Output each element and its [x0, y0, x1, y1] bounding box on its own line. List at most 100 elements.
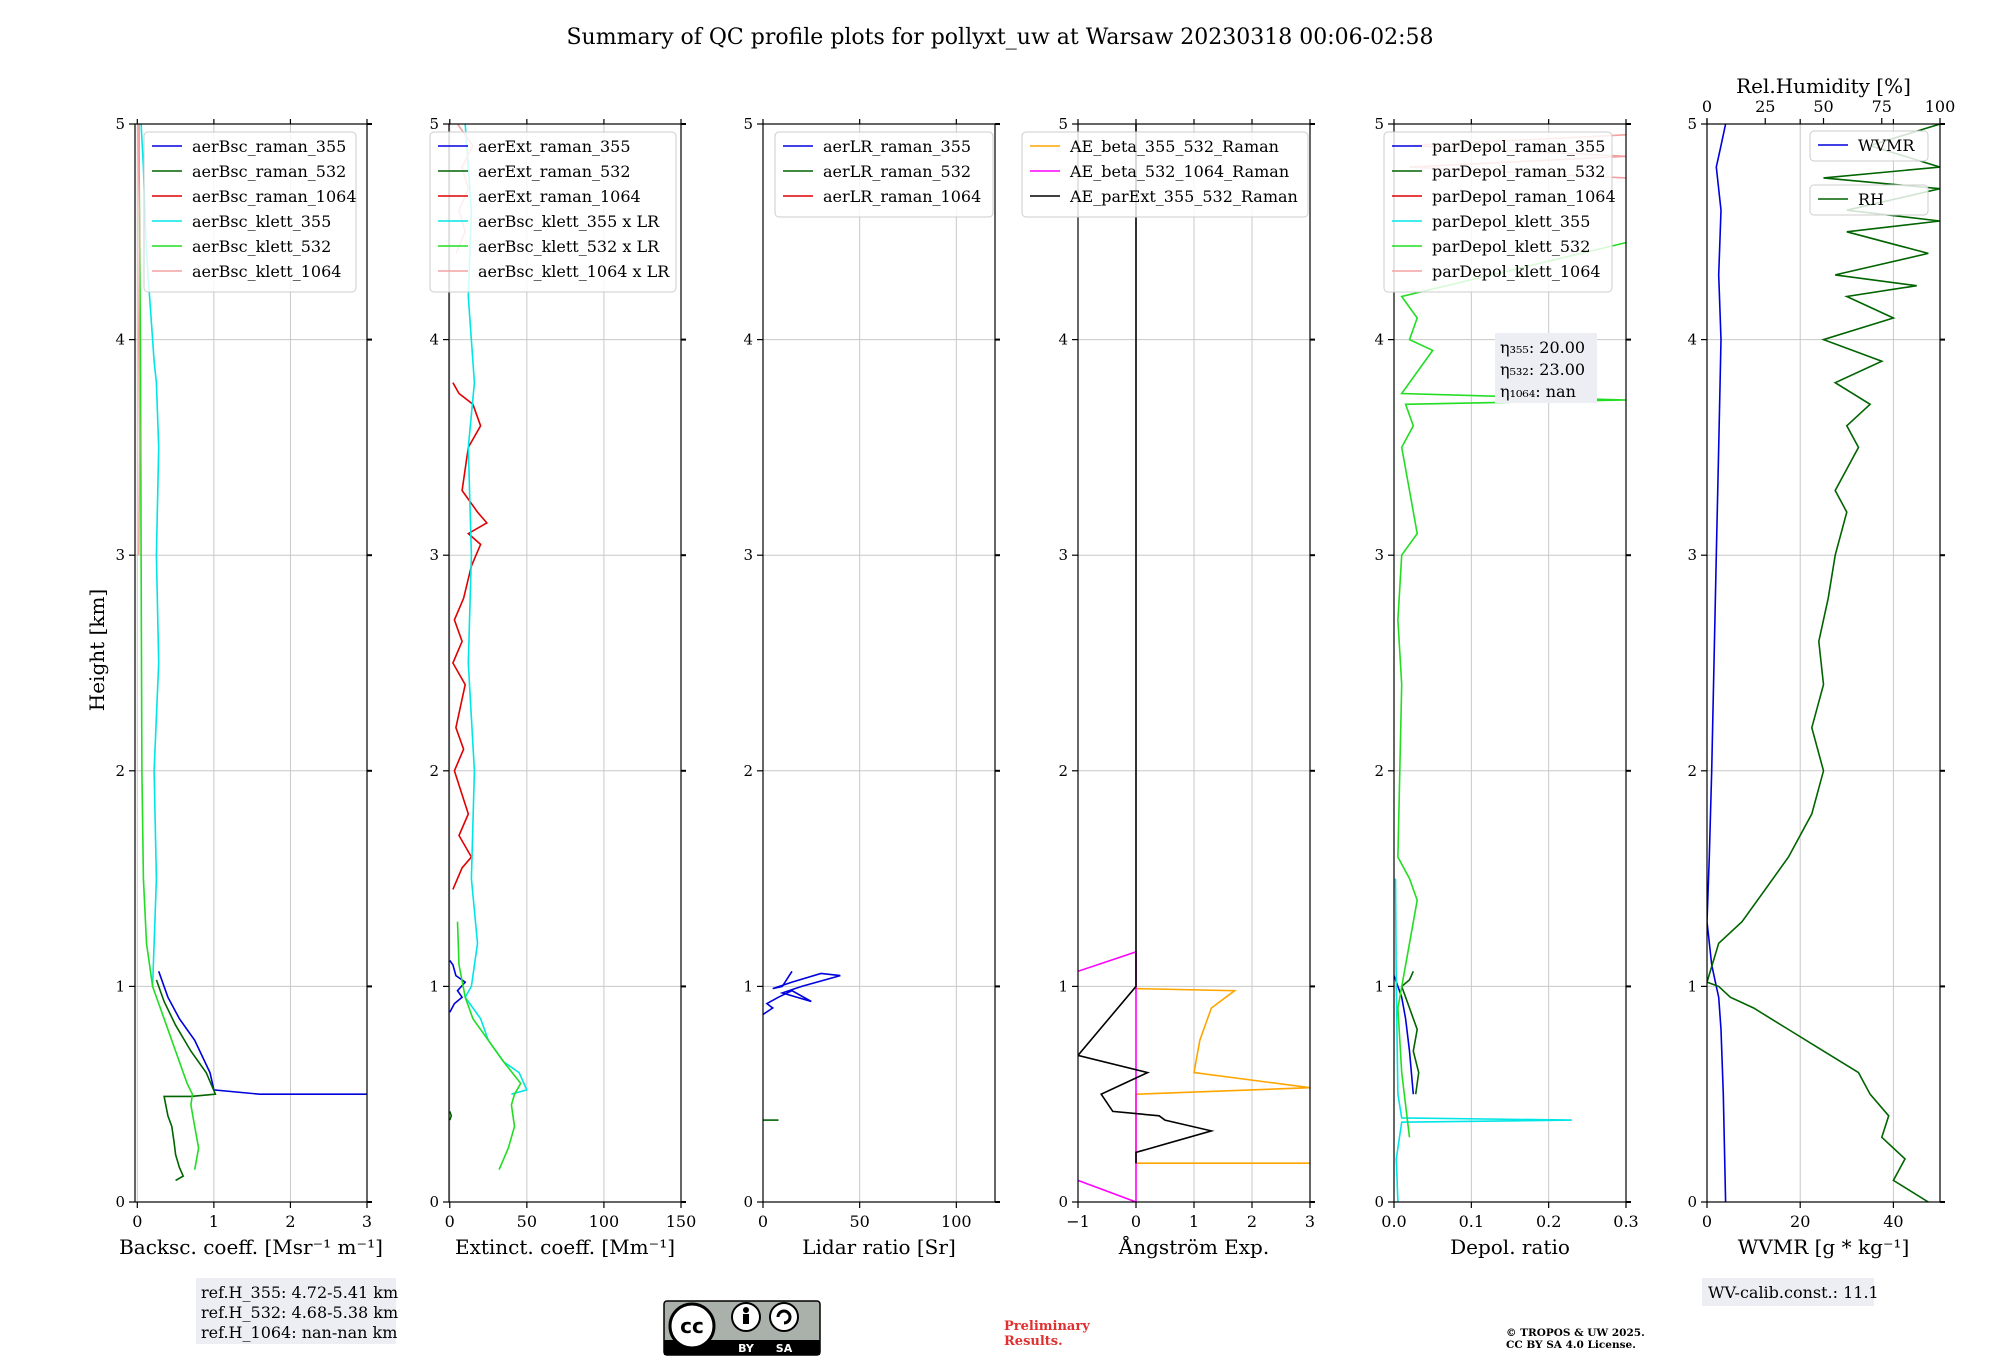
y-tick-label: 0: [1687, 1193, 1697, 1211]
y-tick-label: 5: [1058, 115, 1068, 133]
y-tick-label: 3: [1058, 546, 1068, 564]
x-axis-label: Depol. ratio: [1450, 1235, 1570, 1259]
y-tick-label: 4: [1687, 331, 1697, 349]
y-tick-label: 1: [1687, 977, 1697, 995]
y-tick-label: 5: [115, 115, 125, 133]
legend: AE_beta_355_532_Raman AE_beta_532_1064_Ra…: [1021, 131, 1309, 218]
series-line: [464, 124, 528, 1095]
x-axis-label: WVMR [g * kg⁻¹]: [1738, 1235, 1910, 1259]
legend-label: aerBsc_klett_355 x LR: [478, 212, 660, 231]
x-axis-label: Lidar ratio [Sr]: [802, 1235, 956, 1259]
legend-frame: [774, 131, 994, 218]
axes-frame: [1393, 123, 1627, 1203]
series-line: [1707, 124, 1727, 1202]
y-tick-label: 4: [1374, 331, 1384, 349]
legend-label: aerBsc_raman_355: [192, 137, 346, 156]
legend: aerExt_raman_355 aerExt_raman_532 aerExt_r…: [429, 131, 677, 293]
legend-label: WVMR: [1858, 136, 1915, 155]
ref-height-line: ref.H_532: 4.68-5.38 km: [201, 1303, 398, 1322]
by-label: BY: [738, 1342, 755, 1355]
axes-frame: [762, 123, 996, 1203]
legend-frame: [143, 131, 357, 293]
x-tick-label: 100: [589, 1212, 620, 1231]
panel-6: 0 20 40 0 1 2 3 4 5 WVMR [g * kg⁻¹] 0 25 50 75 100 Rel.…: [1687, 74, 1955, 1259]
y-tick-label: 1: [1374, 977, 1384, 995]
panel-3: 0 50 100 0 1 2 3 4 5 Lidar ratio [Sr] aerLR_raman_…: [743, 115, 1000, 1259]
y-tick-label: 3: [115, 546, 125, 564]
x-tick-label: 0: [445, 1212, 455, 1231]
legend-label: aerBsc_raman_1064: [192, 187, 357, 206]
legend-label: aerBsc_klett_532 x LR: [478, 237, 660, 256]
sa-label: SA: [776, 1342, 793, 1355]
x-tick-label: −1: [1066, 1212, 1090, 1231]
legend-label: parDepol_klett_1064: [1432, 262, 1601, 281]
x-tick-label: 0.1: [1459, 1212, 1484, 1231]
y-tick-label: 2: [1374, 762, 1384, 780]
y-tick-label: 4: [1058, 331, 1068, 349]
x-tick-label: 3: [1305, 1212, 1315, 1231]
y-tick-label: 2: [429, 762, 439, 780]
ref-height-box: ref.H_355: 4.72-5.41 km ref.H_532: 4.68-…: [196, 1278, 398, 1344]
y-tick-label: 3: [429, 546, 439, 564]
series-line: [456, 921, 522, 1171]
y-tick-label: 3: [1687, 546, 1697, 564]
series-line: [138, 124, 200, 1170]
series-line: [449, 960, 467, 1013]
legend-label: aerBsc_klett_1064: [192, 262, 341, 281]
ref-height-line: ref.H_1064: nan-nan km: [201, 1323, 397, 1342]
x-tick-label: 3: [362, 1212, 372, 1231]
axes-frame: [134, 123, 368, 1203]
legend-label: parDepol_raman_1064: [1432, 187, 1616, 206]
y-tick-label: 3: [1374, 546, 1384, 564]
x-tick-label: 0: [1131, 1212, 1141, 1231]
x-tick-label: 100: [941, 1212, 972, 1231]
y-tick-label: 2: [1687, 762, 1697, 780]
top-axis-label: Rel.Humidity [%]: [1736, 74, 1911, 98]
series-line: [137, 124, 141, 556]
x-axis-label: Extinct. coeff. [Mm⁻¹]: [455, 1235, 675, 1259]
x-tick-label: 2: [285, 1212, 295, 1231]
eta-line: η₅₃₂: 23.00: [1500, 360, 1585, 379]
axes-frame: [448, 123, 682, 1203]
series-line: [763, 970, 841, 1016]
legend-label: aerExt_raman_355: [478, 137, 631, 156]
y-tick-label: 0: [743, 1193, 753, 1211]
x-tick-label: 2: [1247, 1212, 1257, 1231]
legend-label: parDepol_raman_532: [1432, 162, 1605, 181]
cc-license-logo: cc BY SA: [663, 1300, 821, 1356]
series-line: [1707, 124, 1940, 1202]
y-tick-label: 3: [743, 546, 753, 564]
series-line: [1400, 970, 1420, 1095]
panel-5: 0.0 0.1 0.2 0.3 0 1 2 3 4 5 Depol. ratio parDepol_r…: [1374, 115, 1638, 1259]
top-x-tick-label: 75: [1872, 97, 1892, 116]
legend: aerLR_raman_355 aerLR_raman_532 aerLR_rama…: [774, 131, 994, 218]
y-tick-label: 4: [115, 331, 125, 349]
top-x-tick-label: 0: [1702, 97, 1712, 116]
y-axis-label: Height [km]: [85, 589, 109, 711]
legend: WVMR RH: [1809, 130, 1929, 216]
legend-label: aerLR_raman_1064: [823, 187, 981, 206]
y-tick-label: 1: [115, 977, 125, 995]
cc-label: cc: [680, 1314, 704, 1338]
series-line: [1135, 986, 1310, 1164]
x-tick-label: 0: [132, 1212, 142, 1231]
legend-label: RH: [1858, 190, 1884, 209]
wv-calib-box: WV-calib.const.: 11.1: [1702, 1278, 1879, 1306]
y-tick-label: 0: [429, 1193, 439, 1211]
y-tick-label: 2: [115, 762, 125, 780]
x-tick-label: 150: [666, 1212, 697, 1231]
ref-height-line: ref.H_355: 4.72-5.41 km: [201, 1283, 398, 1302]
panel-1: 0 1 2 3 0 1 2 3 4 5 Backsc. coeff. [Msr⁻¹ m⁻¹] aerB…: [115, 115, 382, 1259]
legend-label: aerBsc_raman_532: [192, 162, 346, 181]
preliminary-line: Results.: [1004, 1334, 1063, 1349]
legend-label: AE_beta_532_1064_Raman: [1069, 162, 1289, 181]
panel-2: 0 50 100 150 0 1 2 3 4 5 Extinct. coeff. [Mm⁻¹] aer…: [429, 115, 696, 1259]
x-tick-label: 0.2: [1536, 1212, 1561, 1231]
y-tick-label: 0: [115, 1193, 125, 1211]
wv-calib-text: WV-calib.const.: 11.1: [1708, 1283, 1879, 1302]
legend: aerBsc_raman_355 aerBsc_raman_532 aerBsc_r…: [143, 131, 357, 293]
panels: 0 1 2 3 0 1 2 3 4 5 Backsc. coeff. [Msr⁻¹ m⁻¹] aerB…: [115, 74, 1955, 1259]
legend-label: aerExt_raman_1064: [478, 187, 641, 206]
legend-frame: [1809, 130, 1929, 162]
